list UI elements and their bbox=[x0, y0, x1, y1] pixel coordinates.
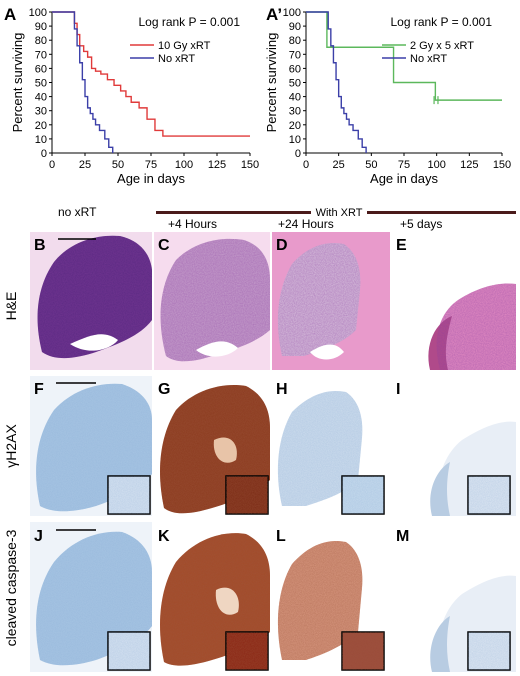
x-tick-label: 75 bbox=[398, 159, 410, 171]
x-tick-label: 25 bbox=[79, 159, 91, 171]
panel-label-k: K bbox=[158, 528, 170, 545]
panel-label-f: F bbox=[34, 381, 44, 398]
x-tick-label: 50 bbox=[365, 159, 377, 171]
panel-label-d: D bbox=[276, 237, 288, 254]
y-tick-label: 100 bbox=[283, 7, 301, 19]
legend-label-1: No xRT bbox=[158, 53, 195, 65]
panel-label-l: L bbox=[276, 528, 286, 545]
panel-label-a-prime: A’ bbox=[266, 5, 282, 24]
micrograph-c bbox=[154, 232, 270, 370]
logrank-annotation: Log rank P = 0.001 bbox=[390, 15, 492, 29]
x-tick-label: 100 bbox=[175, 159, 193, 171]
y-tick-label: 10 bbox=[289, 134, 301, 146]
y-tick-label: 20 bbox=[35, 120, 47, 132]
micrograph-h bbox=[272, 376, 390, 516]
panel-label-b: B bbox=[34, 237, 46, 254]
micrograph-b bbox=[30, 232, 152, 370]
row-label-caspase: cleaved caspase-3 bbox=[3, 529, 19, 646]
x-tick-label: 50 bbox=[112, 159, 124, 171]
micrograph-f bbox=[30, 376, 152, 516]
panel-label-a: A bbox=[4, 5, 16, 24]
legend-label-1: No xRT bbox=[410, 53, 447, 65]
y-tick-label: 70 bbox=[289, 49, 301, 61]
y-tick-label: 50 bbox=[35, 78, 47, 90]
y-tick-label: 30 bbox=[35, 106, 47, 118]
x-tick-label: 75 bbox=[145, 159, 157, 171]
y-tick-label: 60 bbox=[35, 63, 47, 75]
panel-label-e: E bbox=[396, 237, 407, 254]
with-xrt-bar-gap bbox=[311, 205, 367, 219]
y-tick-label: 90 bbox=[289, 21, 301, 33]
x-tick-label: 0 bbox=[303, 159, 309, 171]
micrograph-d bbox=[272, 232, 390, 370]
x-axis-label: Age in days bbox=[370, 171, 438, 186]
column-label-no-xrt: no xRT bbox=[58, 205, 97, 219]
column-label-24-hours: +24 Hours bbox=[278, 217, 334, 231]
x-tick-label: 25 bbox=[333, 159, 345, 171]
row-label-he: H&E bbox=[3, 292, 19, 321]
column-label-with-xrt: With XRT bbox=[316, 207, 363, 219]
micrograph-j bbox=[30, 522, 152, 672]
y-tick-label: 40 bbox=[35, 92, 47, 104]
x-tick-label: 150 bbox=[241, 159, 259, 171]
y-tick-label: 30 bbox=[289, 106, 301, 118]
x-tick-label: 100 bbox=[427, 159, 445, 171]
y-axis-label: Percent surviving bbox=[10, 33, 25, 133]
y-tick-label: 20 bbox=[289, 120, 301, 132]
micrograph-k bbox=[154, 522, 270, 672]
survival-chart-a-prime: 0 10 20 30 40 50 60 70 80 90 100 0 25 50 75 100 125 150 Ag… bbox=[264, 7, 511, 186]
y-tick-label: 70 bbox=[35, 49, 47, 61]
panel-label-i: I bbox=[396, 381, 400, 398]
row-label-gh2ax: γH2AX bbox=[3, 424, 19, 468]
panel-label-j: J bbox=[34, 528, 43, 545]
y-tick-label: 80 bbox=[289, 35, 301, 47]
legend-label-0: 2 Gy x 5 xRT bbox=[410, 40, 474, 52]
panel-label-g: G bbox=[158, 381, 170, 398]
survival-chart-a: 0 10 20 30 40 50 60 70 80 90 100 0 25 50 75 100 125 150 Ag… bbox=[10, 7, 259, 186]
y-tick-label: 80 bbox=[35, 35, 47, 47]
panel-label-m: M bbox=[396, 528, 409, 545]
legend-label-0: 10 Gy xRT bbox=[158, 40, 211, 52]
column-label-4-hours: +4 Hours bbox=[168, 217, 217, 231]
x-tick-label: 0 bbox=[49, 159, 55, 171]
logrank-annotation: Log rank P = 0.001 bbox=[138, 15, 240, 29]
y-tick-label: 60 bbox=[289, 63, 301, 75]
x-axis-label: Age in days bbox=[117, 171, 185, 186]
micrograph-m bbox=[392, 522, 516, 672]
y-tick-label: 0 bbox=[295, 148, 301, 160]
series-line-0 bbox=[52, 11, 250, 137]
x-tick-label: 125 bbox=[208, 159, 226, 171]
y-tick-label: 90 bbox=[35, 21, 47, 33]
series-line-1 bbox=[52, 11, 114, 153]
y-axis-label: Percent surviving bbox=[264, 33, 279, 133]
column-label-5-days: +5 days bbox=[400, 217, 442, 231]
series-line-1 bbox=[306, 11, 367, 153]
panel-label-h: H bbox=[276, 381, 288, 398]
micrograph-g bbox=[154, 376, 270, 516]
micrograph-l bbox=[272, 522, 390, 672]
y-tick-label: 0 bbox=[41, 148, 47, 160]
y-tick-label: 10 bbox=[35, 134, 47, 146]
y-tick-label: 50 bbox=[289, 78, 301, 90]
x-tick-label: 125 bbox=[460, 159, 478, 171]
micrograph-i bbox=[392, 376, 516, 516]
x-tick-label: 150 bbox=[493, 159, 511, 171]
y-tick-label: 40 bbox=[289, 92, 301, 104]
panel-label-c: C bbox=[158, 237, 170, 254]
y-tick-label: 100 bbox=[29, 7, 47, 19]
micrograph-e bbox=[392, 232, 516, 370]
